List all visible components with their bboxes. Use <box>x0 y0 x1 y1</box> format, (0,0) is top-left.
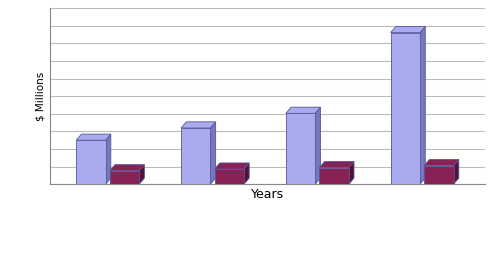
FancyBboxPatch shape <box>181 128 210 184</box>
Polygon shape <box>244 163 249 184</box>
FancyBboxPatch shape <box>110 171 139 184</box>
FancyBboxPatch shape <box>390 33 420 184</box>
Polygon shape <box>139 165 144 184</box>
FancyBboxPatch shape <box>286 113 315 184</box>
Polygon shape <box>106 134 111 184</box>
Polygon shape <box>214 163 249 169</box>
Polygon shape <box>424 160 459 166</box>
FancyBboxPatch shape <box>76 140 106 184</box>
Polygon shape <box>110 165 144 171</box>
Polygon shape <box>315 107 320 184</box>
FancyBboxPatch shape <box>424 166 454 184</box>
Polygon shape <box>76 134 111 140</box>
Polygon shape <box>181 122 216 128</box>
Polygon shape <box>390 27 426 33</box>
X-axis label: Years: Years <box>251 188 284 201</box>
Polygon shape <box>210 122 216 184</box>
Polygon shape <box>420 27 426 184</box>
Polygon shape <box>348 162 354 184</box>
FancyBboxPatch shape <box>214 169 244 184</box>
Polygon shape <box>286 107 320 113</box>
Y-axis label: $ Millions: $ Millions <box>36 72 46 121</box>
Polygon shape <box>320 162 354 168</box>
FancyBboxPatch shape <box>320 168 348 184</box>
Polygon shape <box>454 160 459 184</box>
